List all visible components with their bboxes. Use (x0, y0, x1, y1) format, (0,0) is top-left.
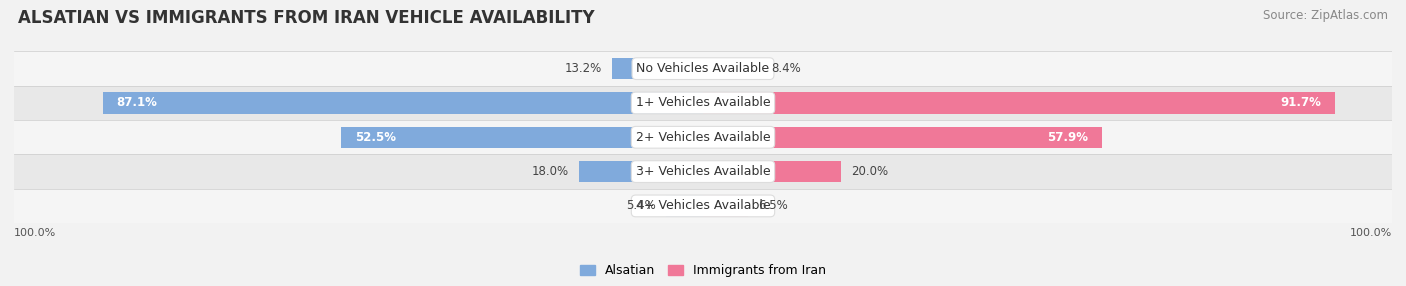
Bar (14, 120, 1392, 154)
Text: 6.5%: 6.5% (758, 199, 787, 212)
Legend: Alsatian, Immigrants from Iran: Alsatian, Immigrants from Iran (575, 259, 831, 282)
Text: 52.5%: 52.5% (356, 131, 396, 144)
Bar (612, 58, 703, 79)
Bar (579, 161, 703, 182)
Bar (14, 189, 1392, 223)
Text: 100.0%: 100.0% (1350, 228, 1392, 238)
Text: 3+ Vehicles Available: 3+ Vehicles Available (636, 165, 770, 178)
Text: 13.2%: 13.2% (564, 62, 602, 75)
Text: 18.0%: 18.0% (531, 165, 568, 178)
Bar (703, 161, 841, 182)
Text: 100.0%: 100.0% (14, 228, 56, 238)
Text: 2+ Vehicles Available: 2+ Vehicles Available (636, 131, 770, 144)
Bar (703, 127, 1102, 148)
Bar (703, 195, 748, 217)
Text: 20.0%: 20.0% (851, 165, 889, 178)
Text: 4+ Vehicles Available: 4+ Vehicles Available (636, 199, 770, 212)
Text: 5.4%: 5.4% (626, 199, 655, 212)
Text: No Vehicles Available: No Vehicles Available (637, 62, 769, 75)
Bar (14, 154, 1392, 189)
Bar (14, 51, 1392, 86)
Bar (703, 58, 761, 79)
Bar (703, 92, 1334, 114)
Bar (14, 86, 1392, 120)
Text: ALSATIAN VS IMMIGRANTS FROM IRAN VEHICLE AVAILABILITY: ALSATIAN VS IMMIGRANTS FROM IRAN VEHICLE… (18, 9, 595, 27)
Text: 8.4%: 8.4% (772, 62, 801, 75)
Text: 87.1%: 87.1% (117, 96, 157, 110)
Text: 57.9%: 57.9% (1047, 131, 1088, 144)
Text: 1+ Vehicles Available: 1+ Vehicles Available (636, 96, 770, 110)
Bar (103, 92, 703, 114)
Bar (342, 127, 703, 148)
Bar (666, 195, 703, 217)
Text: Source: ZipAtlas.com: Source: ZipAtlas.com (1263, 9, 1388, 21)
Text: 91.7%: 91.7% (1279, 96, 1322, 110)
